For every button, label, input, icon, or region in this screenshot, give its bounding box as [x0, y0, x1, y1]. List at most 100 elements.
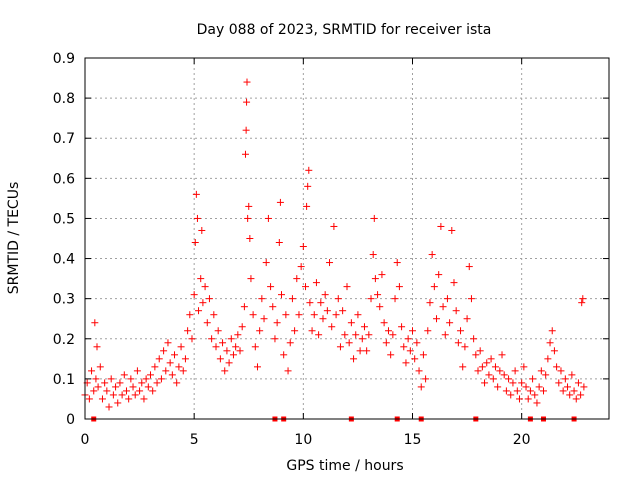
data-point	[184, 327, 192, 335]
data-point	[398, 323, 406, 331]
data-point	[286, 339, 294, 347]
data-point	[459, 363, 467, 371]
y-axis-title: SRMTID / TECUs	[6, 182, 22, 295]
data-point	[96, 363, 104, 371]
data-point	[395, 283, 403, 291]
data-point	[147, 371, 154, 379]
data-point	[162, 367, 170, 375]
x-tick-label: 20	[513, 432, 531, 448]
data-point	[223, 347, 231, 355]
data-point	[260, 315, 268, 323]
data-point	[305, 166, 313, 174]
data-point	[262, 259, 270, 267]
data-point	[269, 303, 277, 311]
data-point	[389, 331, 397, 339]
data-point	[550, 347, 558, 355]
data-point	[330, 222, 338, 230]
data-point	[465, 263, 473, 271]
data-point	[568, 371, 576, 379]
data-point	[487, 355, 495, 363]
data-point	[496, 367, 504, 375]
y-tick-label: 0.3	[53, 292, 75, 308]
data-point	[409, 327, 416, 335]
data-point	[131, 391, 139, 399]
data-point	[574, 379, 582, 387]
y-tick-label: 0.4	[53, 252, 75, 268]
data-point	[498, 351, 506, 359]
data-point	[415, 367, 423, 375]
data-point	[171, 351, 179, 359]
data-point	[243, 78, 251, 86]
data-point	[227, 335, 235, 343]
data-point	[476, 347, 484, 355]
data-point	[341, 331, 349, 339]
data-point	[378, 271, 386, 279]
data-point	[103, 387, 111, 395]
data-point	[157, 375, 165, 383]
data-point	[513, 387, 521, 395]
data-point	[278, 291, 285, 299]
data-point	[153, 379, 161, 387]
data-point	[88, 367, 96, 375]
data-point	[332, 311, 340, 319]
data-point	[238, 323, 246, 331]
data-point	[188, 335, 196, 343]
data-point	[515, 395, 523, 403]
data-point	[437, 222, 445, 230]
data-point	[374, 291, 382, 299]
data-point	[136, 387, 144, 395]
axis-ticks: 0 0.1 0.2 0.3 0.4 0.5 0.6 0.7 0.8 0.9 0 5 10 15 20	[53, 51, 609, 448]
data-point	[203, 319, 211, 327]
data-point	[116, 379, 124, 387]
data-point	[354, 311, 362, 319]
data-point	[454, 339, 462, 347]
y-tick-label: 0.5	[53, 211, 75, 227]
data-point	[225, 359, 233, 367]
data-point	[419, 351, 427, 359]
data-point	[107, 375, 115, 383]
data-point	[520, 363, 528, 371]
x-tick-label: 10	[294, 432, 312, 448]
data-point	[319, 315, 327, 323]
data-point	[391, 295, 399, 303]
data-point	[343, 283, 351, 291]
data-point	[448, 226, 456, 234]
data-point	[352, 331, 360, 339]
data-point	[120, 371, 128, 379]
data-point	[424, 327, 432, 335]
data-point	[245, 202, 253, 210]
x-tick-label: 5	[190, 432, 199, 448]
data-point	[564, 383, 572, 391]
data-point	[109, 391, 117, 399]
data-point	[553, 363, 561, 371]
data-point	[450, 279, 458, 287]
data-point	[310, 311, 318, 319]
data-point	[326, 259, 334, 267]
data-point	[367, 295, 375, 303]
data-point	[328, 323, 336, 331]
data-point	[288, 295, 296, 303]
data-point	[380, 319, 388, 327]
data-point	[114, 399, 122, 407]
data-point	[347, 319, 355, 327]
data-point	[566, 391, 574, 399]
data-point	[275, 239, 283, 247]
data-point	[544, 355, 552, 363]
data-point	[422, 375, 430, 383]
data-point	[426, 299, 434, 307]
data-point	[291, 327, 299, 335]
data-point	[195, 307, 203, 315]
data-point	[472, 351, 480, 359]
data-point	[356, 347, 364, 355]
data-point	[491, 363, 499, 371]
data-point	[138, 379, 146, 387]
data-point	[193, 214, 201, 222]
data-point	[540, 387, 547, 395]
data-point	[229, 351, 237, 359]
data-point	[502, 387, 510, 395]
data-point	[371, 275, 379, 283]
data-point	[350, 355, 358, 363]
x-tick-label: 0	[81, 432, 90, 448]
data-point	[273, 319, 281, 327]
data-point	[505, 375, 513, 383]
